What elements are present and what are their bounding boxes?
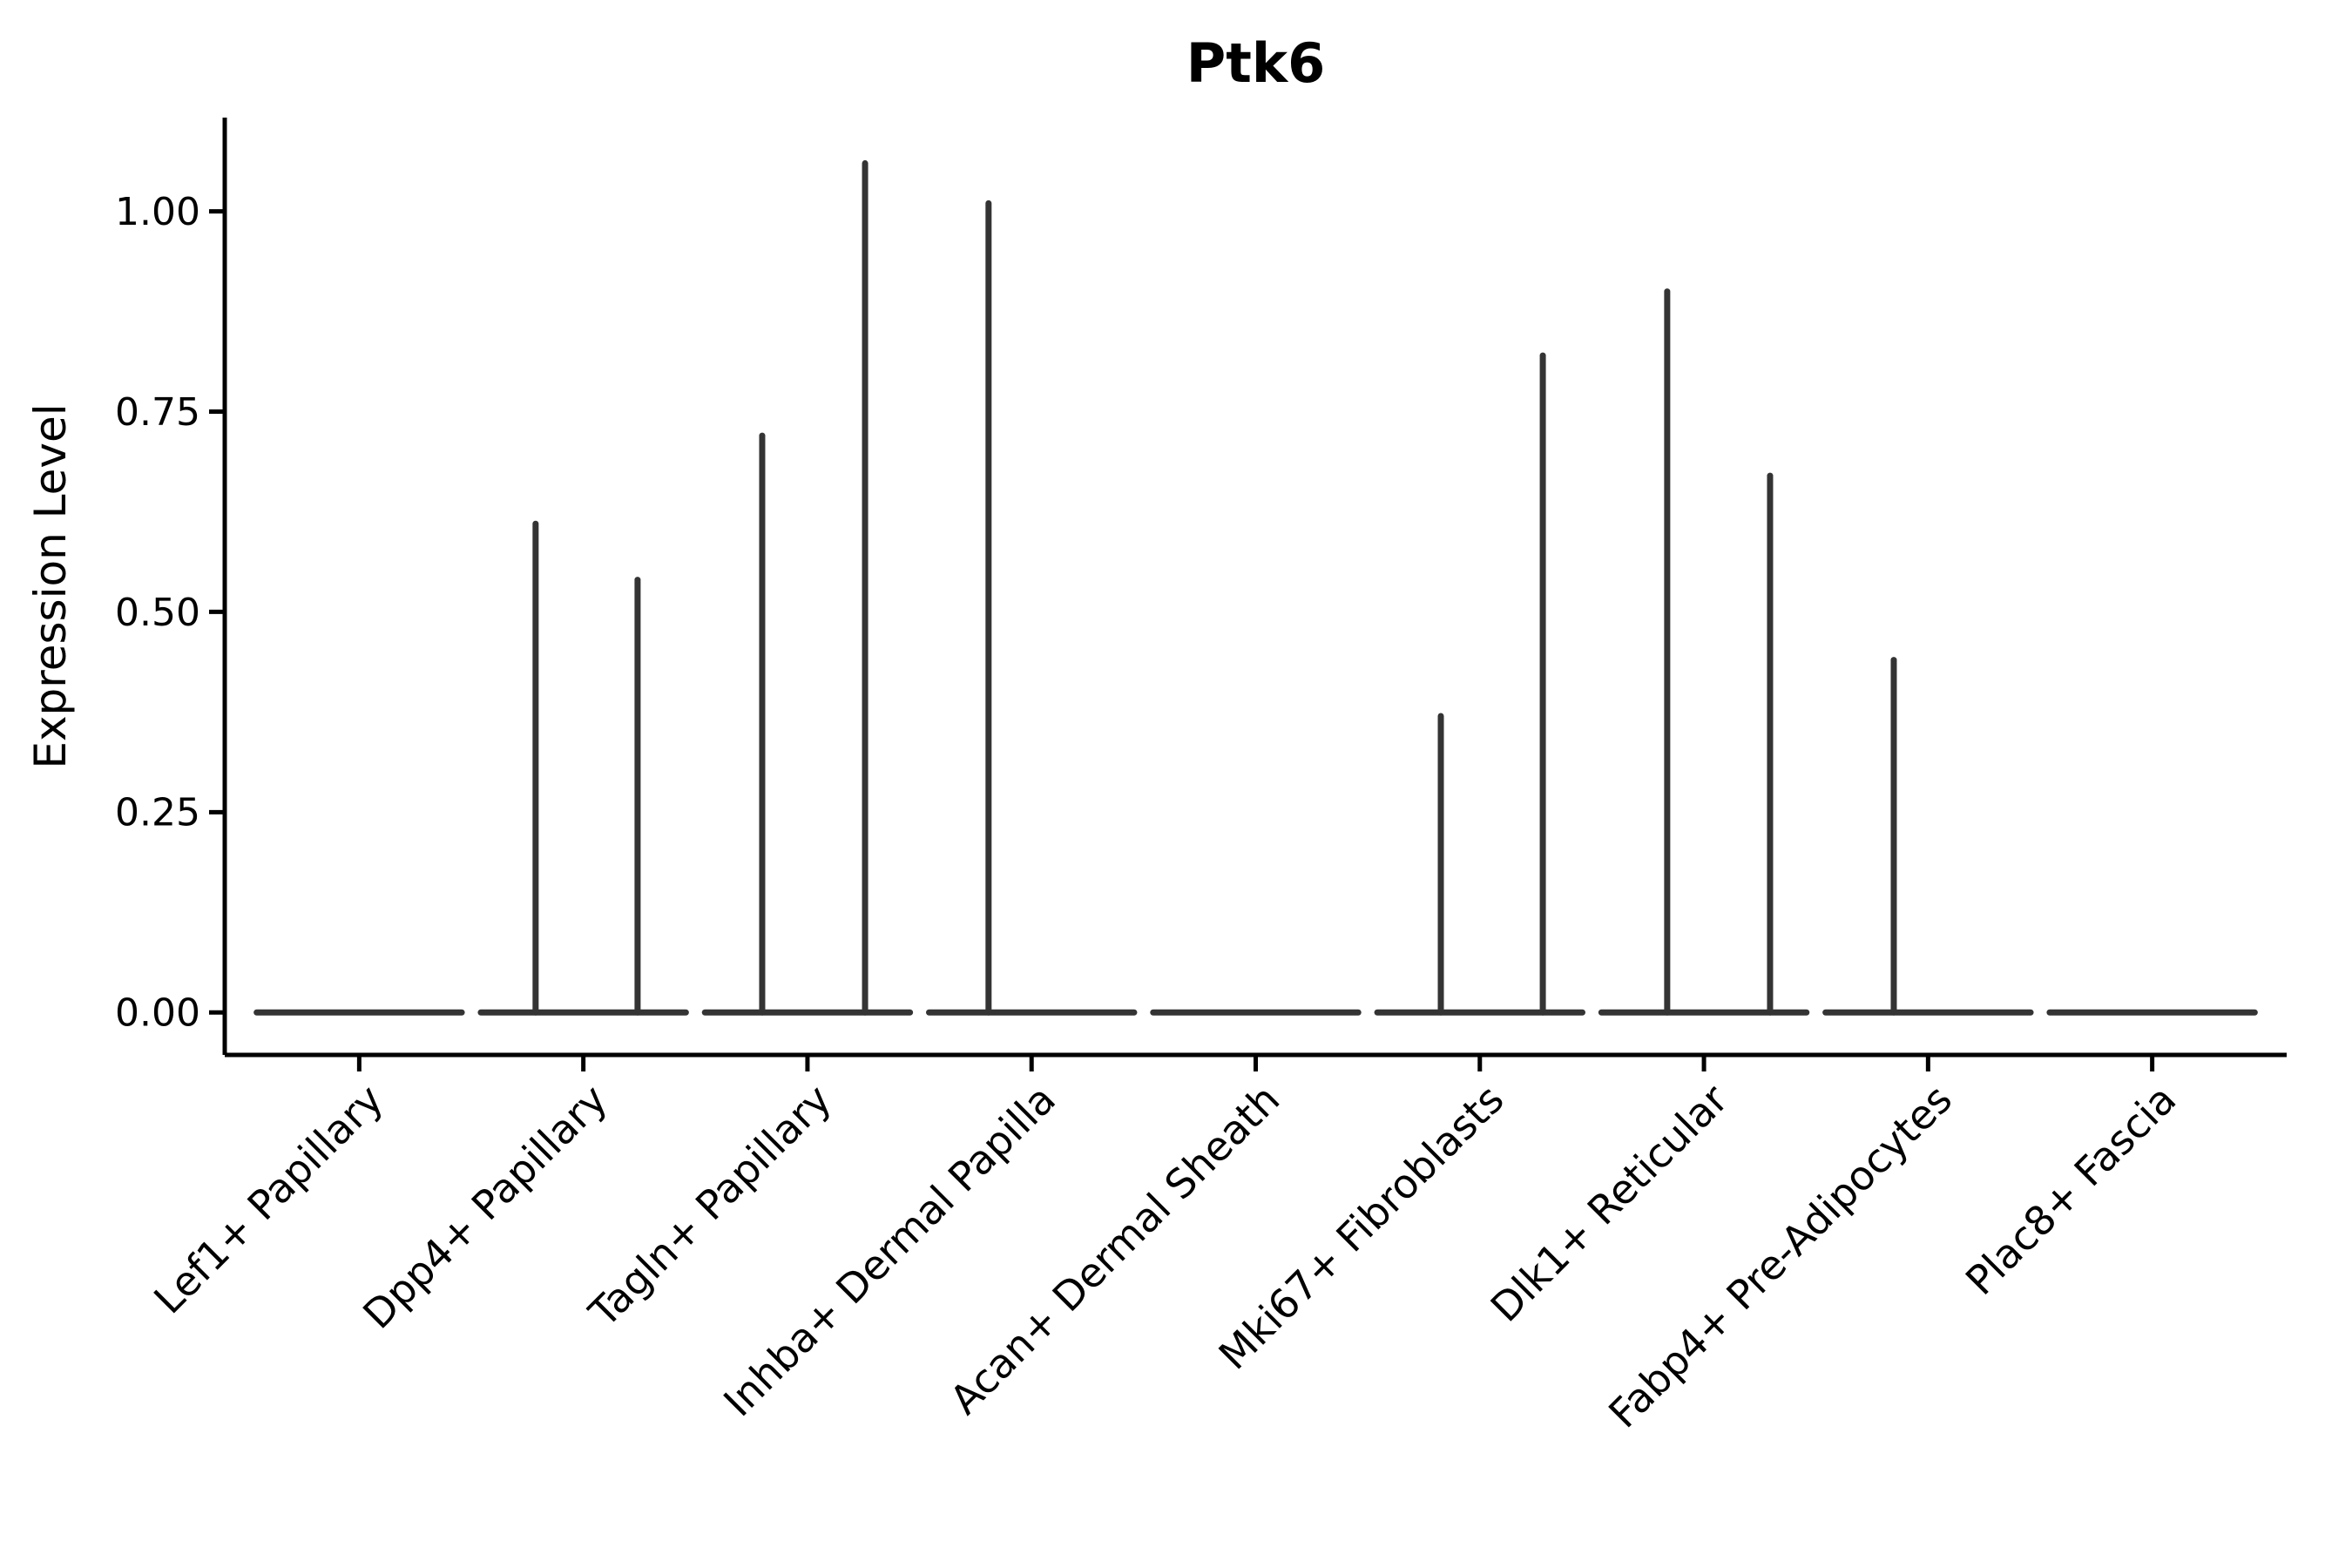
y-tick-label: 0.50 (115, 591, 200, 635)
chart-title: Ptk6 (1186, 31, 1326, 95)
x-tick-label: Dpp4+ Papillary (354, 1076, 616, 1338)
y-tick-label: 0.00 (115, 991, 200, 1036)
x-tick-label: Plac8+ Fascia (1957, 1076, 2185, 1304)
y-tick-label: 0.25 (115, 791, 200, 835)
x-tick-label: Dlk1+ Reticular (1482, 1076, 1737, 1331)
x-tick-label: Tagln+ Papillary (579, 1076, 841, 1337)
x-tick-label: Lef1+ Papillary (145, 1076, 392, 1323)
y-tick-label: 1.00 (115, 190, 200, 234)
y-tick-label: 0.75 (115, 390, 200, 435)
